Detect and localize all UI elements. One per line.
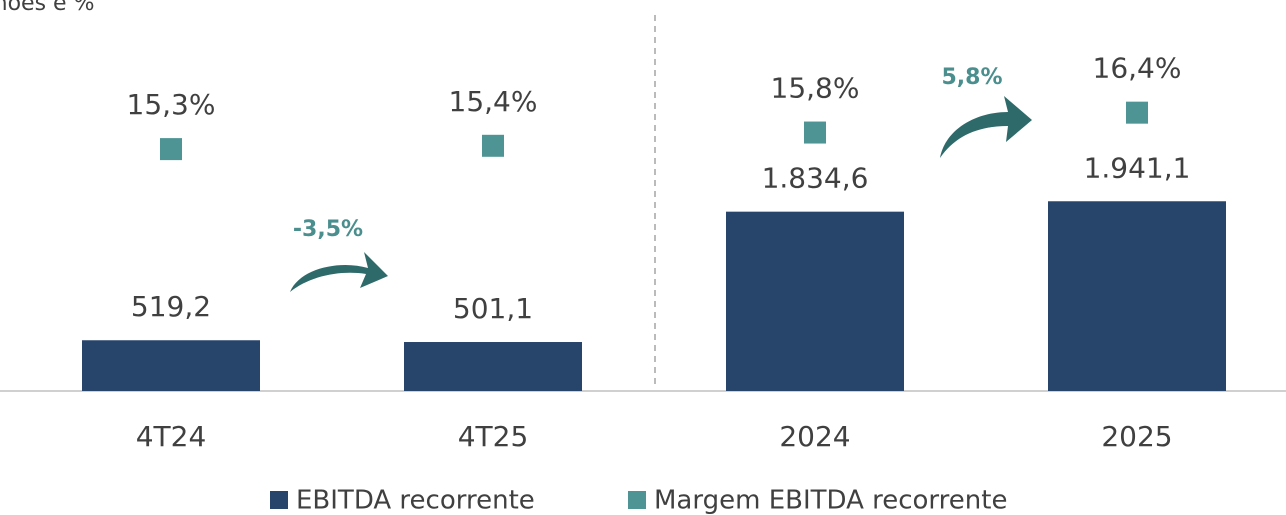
data-label: 501,1 — [453, 292, 533, 325]
x-tick-label: 2025 — [1101, 420, 1172, 453]
bar — [726, 211, 904, 391]
annotation: 5,8% — [941, 65, 1002, 90]
chart-title: milhões e % — [0, 0, 94, 16]
data-label: 16,4% — [1093, 52, 1182, 85]
data-label: 1.834,6 — [762, 162, 869, 195]
data-label: 15,4% — [449, 85, 538, 118]
margin-marker — [482, 134, 504, 157]
data-label: 1.941,1 — [1084, 151, 1191, 184]
x-tick-label: 4T24 — [136, 420, 207, 453]
legend-swatch — [628, 491, 646, 509]
legend-label: EBITDA recorrente — [296, 486, 535, 515]
data-label: 15,3% — [127, 88, 216, 121]
legend-swatch — [270, 491, 288, 509]
bar — [404, 342, 582, 391]
legend-label: Margem EBITDA recorrente — [654, 486, 1007, 515]
bar — [82, 340, 260, 391]
x-tick-label: 2024 — [779, 420, 850, 453]
growth-arrow — [290, 252, 388, 292]
margin-marker — [1126, 101, 1148, 124]
bar — [1048, 201, 1226, 391]
margin-marker — [804, 121, 826, 144]
data-label: 519,2 — [131, 290, 211, 323]
x-tick-label: 4T25 — [458, 420, 529, 453]
growth-arrow — [940, 96, 1032, 158]
data-label: 15,8% — [771, 72, 860, 105]
annotation: -3,5% — [293, 217, 363, 242]
margin-marker — [160, 138, 182, 161]
